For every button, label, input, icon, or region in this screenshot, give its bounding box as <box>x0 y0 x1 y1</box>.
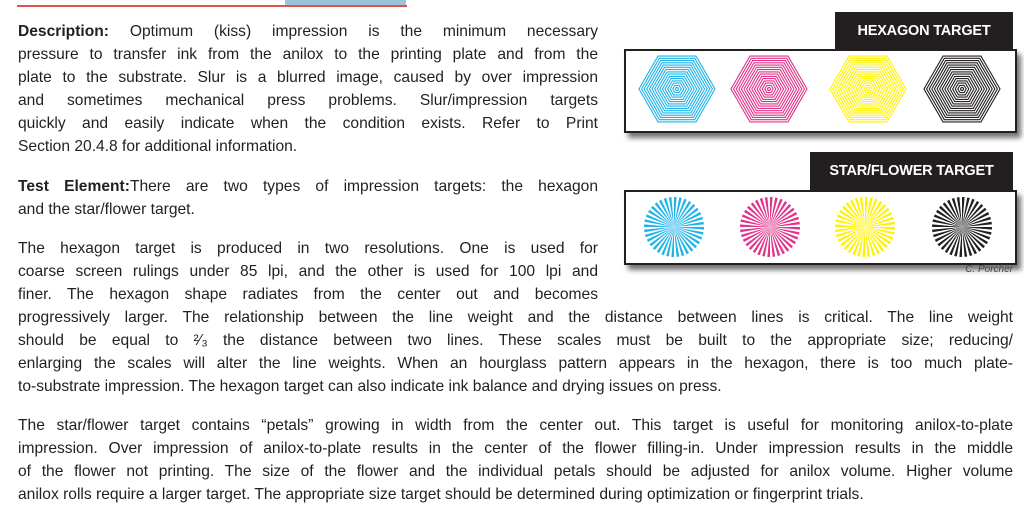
text-line: finer. The hexagon shape radiates from t… <box>18 286 598 303</box>
description-label: Description: <box>18 23 109 40</box>
description-paragraph: Description: Optimum (kiss) impression i… <box>18 20 598 158</box>
text-line: should be equal to ²⁄₃ the distance betw… <box>18 332 1013 349</box>
text-line: Section 20.4.8 for additional informatio… <box>18 138 298 155</box>
text-line: coarse screen rulings under 85 lpi, and … <box>18 263 598 280</box>
star-paragraph: The star/flower target contains “petals”… <box>18 414 1013 506</box>
header-accent-bar <box>285 0 406 5</box>
text-line: pressure to transfer ink from the anilox… <box>18 46 598 63</box>
star-target-magenta <box>740 197 800 257</box>
text-line: impression. Over impression of anilox-to… <box>18 440 1013 457</box>
star-target-yellow <box>835 197 895 257</box>
test-element-label: Test Element: <box>18 178 130 195</box>
text-line: progressively larger. The relationship b… <box>18 309 1013 326</box>
hexagon-paragraph-top: The hexagon target is produced in two re… <box>18 237 598 306</box>
hexagon-target-black <box>923 55 1001 123</box>
hexagon-paragraph-bottom: progressively larger. The relationship b… <box>18 306 1013 398</box>
text-line: plate to the substrate. Slur is a blurre… <box>18 69 598 86</box>
test-element-paragraph: Test Element:There are two types of impr… <box>18 175 598 221</box>
star-target-cyan <box>644 197 704 257</box>
star-target-black <box>932 197 992 257</box>
text-line: anilox rolls require a larger target. Th… <box>18 486 864 503</box>
hexagon-target-cyan <box>638 55 716 123</box>
text-line: and the star/flower target. <box>18 201 195 218</box>
text-line: of the flower not printing. The size of … <box>18 463 1013 480</box>
text-line: The star/flower target contains “petals”… <box>18 417 1013 434</box>
text-line: The hexagon target is produced in two re… <box>18 240 598 257</box>
text-line: and sometimes mechanical press problems.… <box>18 92 598 109</box>
text-line: enlarging the scales will alter the line… <box>18 355 1013 372</box>
text-line: Optimum (kiss) impression is the minimum… <box>108 23 598 40</box>
text-line: There are two types of impression target… <box>129 178 599 195</box>
star-target-title: STAR/FLOWER TARGET <box>810 152 1013 190</box>
figure-credit: C. Porcher <box>965 264 1013 275</box>
hexagon-target-yellow <box>829 55 907 123</box>
text-line: to-substrate impression. The hexagon tar… <box>18 378 722 395</box>
hexagon-target-title: HEXAGON TARGET <box>835 12 1013 49</box>
hexagon-target-magenta <box>730 55 808 123</box>
header-rule <box>17 5 407 7</box>
text-line: quickly and easily indicate when the con… <box>18 115 598 132</box>
